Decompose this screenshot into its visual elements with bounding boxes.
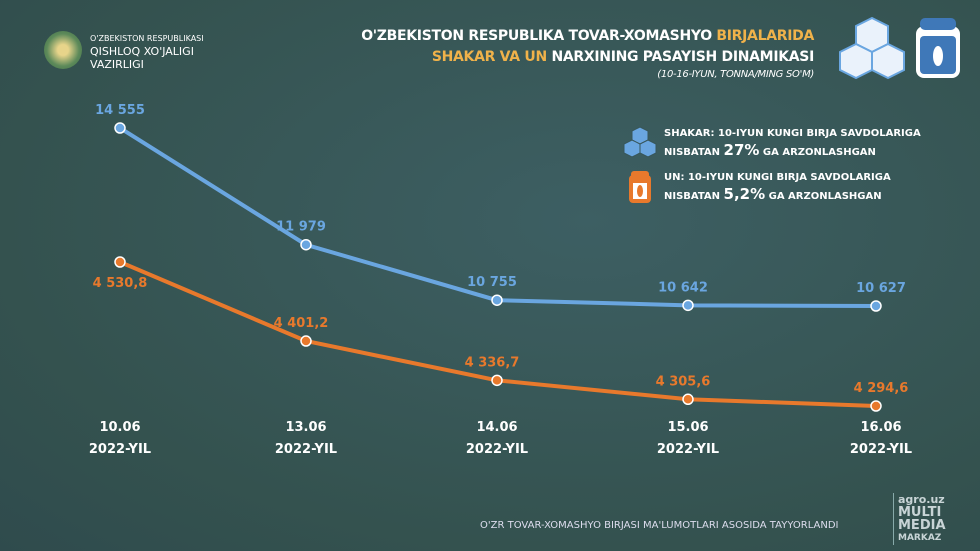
org-line3: VAZIRLIGI: [90, 58, 144, 71]
legend-text: UN: 10-IYUN KUNGI BIRJA SAVDOLARIGA: [664, 171, 891, 183]
data-point: [114, 256, 126, 268]
data-point: [682, 393, 694, 406]
x-tick-label: 2022-YIL: [657, 442, 719, 457]
x-tick-label: 13.06: [285, 420, 326, 435]
chart-subtitle: (10-16-IYUN, TONNA/MING SO'M): [657, 69, 814, 80]
legend-text: NISBATAN: [664, 190, 724, 202]
legend-item-flour: UN: 10-IYUN KUNGI BIRJA SAVDOLARIGA NISBA…: [622, 169, 921, 205]
header-icons: [839, 16, 960, 80]
chart-title: O'ZBEKISTON RESPUBLIKA TOVAR-XOMASHYO BI…: [361, 26, 814, 82]
legend-percent: 5,2%: [723, 184, 766, 203]
sugar-cubes-icon: [623, 126, 657, 158]
brand-text: MARKAZ: [898, 533, 942, 543]
data-label: 4 530,8: [93, 276, 148, 291]
data-point: [491, 374, 503, 387]
data-label: 4 294,6: [854, 381, 909, 396]
data-label: 10 755: [467, 275, 517, 290]
data-label: 14 555: [95, 103, 145, 118]
x-tick-label: 2022-YIL: [466, 442, 528, 457]
title-highlight: SHAKAR VA UN: [431, 49, 547, 65]
data-label: 10 627: [856, 281, 906, 296]
x-tick-label: 2022-YIL: [275, 442, 337, 457]
data-label: 4 401,2: [274, 316, 329, 331]
flour-sack-icon: [916, 18, 960, 78]
x-tick-label: 2022-YIL: [89, 442, 151, 457]
title-part: O'ZBEKISTON RESPUBLIKA TOVAR-XOMASHYO: [361, 28, 717, 44]
legend-text: NISBATAN: [664, 146, 724, 158]
legend-text: SHAKAR: 10-IYUN KUNGI BIRJA SAVDOLARIGA: [664, 127, 921, 139]
data-point: [114, 122, 126, 134]
title-part: NARXINING PASAYISH DINAMIKASI: [546, 49, 814, 65]
multimedia-logo: agro.uz MULTI MEDIA MARKAZ: [893, 493, 946, 545]
source-note: O'ZR TOVAR-XOMASHYO BIRJASI MA'LUMOTLARI…: [480, 520, 839, 531]
legend: SHAKAR: 10-IYUN KUNGI BIRJA SAVDOLARIGA N…: [622, 125, 921, 213]
x-tick-label: 15.06: [667, 420, 708, 435]
legend-percent: 27%: [723, 140, 760, 159]
brand-text: MULTI: [898, 505, 942, 520]
legend-text: GA ARZONLASHGAN: [759, 146, 876, 158]
data-point: [682, 299, 694, 312]
data-point: [300, 238, 312, 251]
legend-text: GA ARZONLASHGAN: [765, 190, 882, 202]
sugar-cubes-icon: [839, 16, 905, 80]
emblem-logo: [44, 31, 82, 69]
data-point: [300, 335, 312, 347]
brand-text: MEDIA: [898, 518, 946, 533]
brand-text: agro.uz: [898, 493, 945, 506]
x-tick-label: 10.06: [99, 420, 140, 435]
x-tick-label: 2022-YIL: [850, 442, 912, 457]
data-label: 11 979: [276, 220, 326, 235]
ministry-name: O'ZBEKISTON RESPUBLIKASI QISHLOQ XO'JALI…: [90, 32, 204, 71]
x-tick-label: 16.06: [860, 420, 901, 435]
data-label: 4 336,7: [465, 355, 520, 370]
flour-sack-icon: [629, 171, 651, 203]
x-tick-label: 14.06: [476, 420, 517, 435]
data-point: [491, 294, 503, 306]
legend-item-sugar: SHAKAR: 10-IYUN KUNGI BIRJA SAVDOLARIGA N…: [622, 125, 921, 161]
data-label: 10 642: [658, 280, 708, 295]
data-label: 4 305,6: [656, 374, 711, 389]
data-point: [870, 300, 882, 312]
data-point: [870, 400, 882, 412]
org-line1: O'ZBEKISTON RESPUBLIKASI: [90, 34, 204, 43]
title-highlight: BIRJALARIDA: [716, 28, 814, 44]
org-line2: QISHLOQ XO'JALIGI: [90, 45, 194, 58]
